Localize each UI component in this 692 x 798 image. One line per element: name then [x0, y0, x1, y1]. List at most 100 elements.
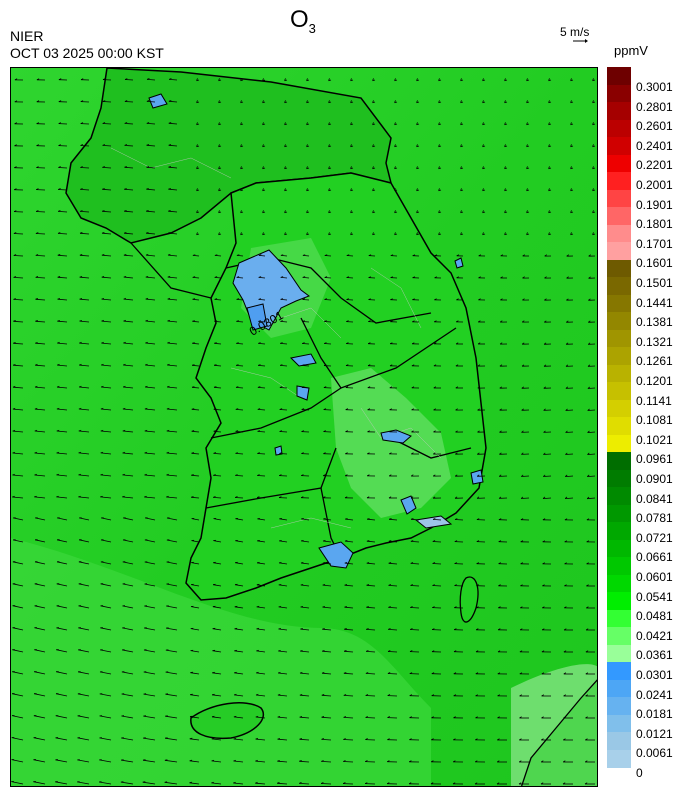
wind-vector [165, 715, 178, 719]
wind-vector-head [482, 210, 484, 213]
wind-vector-head [365, 760, 368, 762]
wind-vector [101, 342, 112, 345]
wind-vector [543, 497, 552, 499]
wind-vector-head [521, 408, 524, 411]
wind-vector-head [301, 474, 304, 476]
wind-vector-head [570, 122, 572, 125]
wind-vector [213, 386, 222, 389]
wind-vector [258, 343, 266, 345]
wind-vector-head [279, 430, 283, 432]
wind-vector [234, 584, 244, 587]
wind-vector-head [409, 716, 412, 719]
wind-vector-head [416, 232, 418, 235]
wind-vector [146, 232, 156, 235]
wind-vector [387, 673, 398, 675]
wind-vector-head [196, 78, 198, 81]
wind-vector [143, 671, 156, 675]
wind-vector [35, 517, 46, 521]
wind-vector [366, 651, 376, 653]
wind-vector-head [372, 210, 374, 213]
wind-vector-head [478, 276, 481, 279]
wind-vector-head [57, 232, 61, 234]
wind-vector [432, 519, 442, 521]
wind-vector-head [236, 254, 240, 256]
wind-vector [100, 408, 112, 411]
wind-vector [12, 649, 24, 653]
wind-vector-head [346, 342, 349, 344]
wind-vector-head [306, 78, 308, 81]
wind-vector-head [167, 275, 171, 278]
wind-vector-head [542, 540, 546, 543]
wind-vector-head [526, 210, 528, 213]
wind-vector-head [453, 716, 456, 719]
wind-vector [367, 518, 376, 521]
wind-vector-head [255, 737, 259, 740]
wind-vector-head [394, 100, 396, 103]
wind-vector [79, 364, 90, 367]
wind-vector-head [519, 650, 523, 653]
wind-vector-head [350, 122, 352, 125]
wind-vector-head [565, 386, 569, 389]
wind-vector-head [145, 297, 149, 300]
colorbar-swatch [607, 644, 631, 663]
wind-vector-head [279, 474, 282, 476]
wind-vector-head [101, 232, 105, 234]
wind-vector-head [13, 276, 17, 278]
wind-vector-head [122, 385, 126, 388]
wind-vector-head [306, 100, 308, 103]
wind-vector-head [79, 363, 82, 366]
wind-vector-head [280, 254, 284, 256]
wind-vector [146, 210, 156, 213]
wind-vector-head [278, 650, 281, 652]
wind-vector-head [124, 210, 127, 212]
wind-vector-head [388, 584, 392, 586]
wind-vector-head [455, 430, 458, 433]
wind-vector-head [100, 407, 104, 410]
wind-vector [233, 782, 244, 785]
wind-vector-head [566, 320, 569, 323]
wind-vector [521, 497, 530, 499]
wind-vector-head [301, 430, 305, 432]
wind-vector [212, 650, 222, 653]
wind-vector-head [390, 254, 394, 256]
wind-vector-head [387, 694, 391, 696]
wind-vector [164, 759, 178, 763]
wind-vector [100, 430, 112, 433]
wind-vector [211, 760, 222, 763]
wind-vector-head [390, 298, 393, 301]
wind-vector-head [565, 364, 569, 367]
wind-vector [102, 123, 112, 125]
wind-vector-head [213, 474, 216, 476]
wind-vector-head [409, 760, 412, 763]
wind-vector-head [570, 188, 572, 191]
wind-vector-head [191, 408, 195, 410]
wind-vector-head [366, 540, 370, 542]
wind-vector [166, 474, 178, 477]
wind-vector [299, 694, 310, 697]
wind-vector [322, 584, 332, 587]
wind-vector-head [218, 144, 220, 147]
wind-vector [321, 694, 332, 697]
wind-vector-head [57, 276, 61, 278]
wind-vector-head [14, 188, 17, 191]
wind-vector-head [410, 606, 413, 608]
wind-vector [122, 649, 134, 653]
wind-vector-head [300, 584, 304, 586]
wind-vector [236, 343, 244, 345]
wind-vector-head [588, 320, 591, 323]
wind-vector-head [166, 385, 170, 388]
wind-vector [278, 650, 288, 653]
wind-vector-head [542, 606, 545, 609]
wind-vector-head [284, 122, 286, 125]
colorbar-label: 0.0661 [636, 550, 673, 565]
wind-vector-head [416, 166, 418, 169]
wind-vector-head [57, 254, 61, 256]
wind-vector [168, 144, 178, 147]
wind-vector [166, 430, 178, 433]
wind-vector [100, 583, 112, 587]
wind-vector-head [258, 276, 262, 278]
colorbar-swatch [607, 137, 631, 155]
wind-vector-head [323, 540, 326, 542]
wind-vector [234, 606, 244, 609]
wind-vector-head [548, 144, 550, 147]
